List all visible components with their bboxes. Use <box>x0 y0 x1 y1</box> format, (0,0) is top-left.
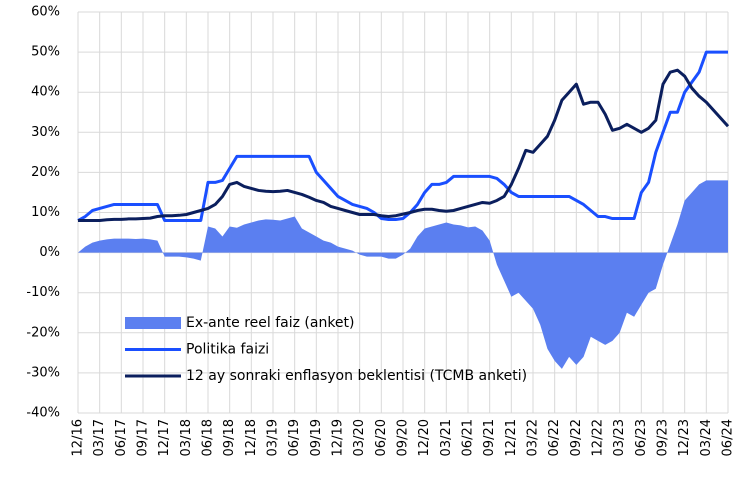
legend-label: 12 ay sonraki enflasyon beklentisi (TCMB… <box>186 368 527 384</box>
x-tick-label: 03/23 <box>612 419 627 456</box>
legend-swatch <box>125 317 181 329</box>
y-tick-label: 10% <box>31 205 60 220</box>
y-tick-label: 0% <box>39 245 60 260</box>
y-tick-label: 60% <box>31 5 60 20</box>
y-tick-label: 50% <box>31 45 60 60</box>
x-tick-label: 12/22 <box>591 419 606 456</box>
x-tick-label: 12/16 <box>71 419 86 456</box>
y-tick-label: 40% <box>31 85 60 100</box>
x-tick-label: 12/20 <box>417 419 432 456</box>
legend-label: Politika faizi <box>186 342 269 358</box>
x-tick-label: 03/24 <box>699 419 714 456</box>
x-tick-label: 03/19 <box>266 419 281 456</box>
x-tick-label: 12/21 <box>504 419 519 456</box>
x-tick-label: 06/17 <box>114 419 129 456</box>
x-tick-label: 06/19 <box>287 419 302 456</box>
line <box>78 68 730 223</box>
y-tick-label: -30% <box>26 365 60 380</box>
x-tick-label: 09/21 <box>482 419 497 456</box>
x-tick-label: 03/22 <box>526 419 541 456</box>
x-tick-label: 09/23 <box>656 419 671 456</box>
y-tick-label: -40% <box>26 406 60 421</box>
x-tick-label: 09/17 <box>136 419 151 456</box>
x-tick-label: 09/22 <box>569 419 584 456</box>
x-tick-label: 06/23 <box>634 419 649 456</box>
x-tick-label: 12/18 <box>244 419 259 456</box>
x-tick-label: 06/20 <box>374 419 389 456</box>
x-tick-label: 06/18 <box>201 419 216 456</box>
line <box>77 50 728 223</box>
y-tick-label: -10% <box>26 285 60 300</box>
legend-label: Ex-ante reel faiz (anket) <box>186 315 355 331</box>
x-tick-label: 12/19 <box>331 419 346 456</box>
area <box>78 180 728 369</box>
x-tick-label: 12/23 <box>677 419 692 456</box>
x-tick-label: 03/21 <box>439 419 454 456</box>
x-tick-label: 09/18 <box>222 419 237 456</box>
y-tick-label: 20% <box>31 165 60 180</box>
x-tick-label: 12/17 <box>157 419 172 456</box>
y-tick-label: 30% <box>31 125 60 140</box>
x-tick-label: 03/20 <box>352 419 367 456</box>
y-tick-label: -20% <box>26 325 60 340</box>
x-tick-label: 06/21 <box>461 419 476 456</box>
x-tick-label: 06/24 <box>721 419 735 456</box>
x-tick-label: 03/18 <box>179 419 194 456</box>
x-tick-label: 09/19 <box>309 419 324 456</box>
x-tick-label: 06/22 <box>547 419 562 456</box>
x-tick-label: 03/17 <box>92 419 107 456</box>
x-tick-label: 09/20 <box>396 419 411 456</box>
